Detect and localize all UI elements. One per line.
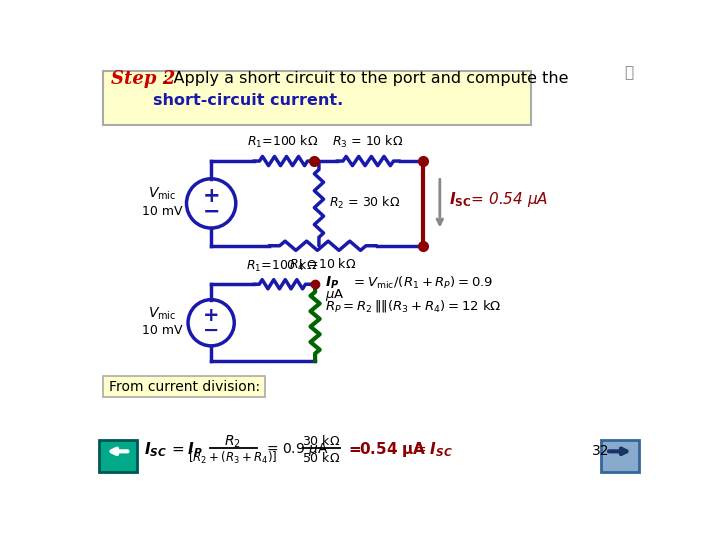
- Text: 🔈: 🔈: [625, 65, 634, 80]
- Text: $R_1$=100 k$\Omega$: $R_1$=100 k$\Omega$: [246, 258, 318, 274]
- Text: −: −: [202, 201, 220, 221]
- Text: = 0.9 $\mu$A: = 0.9 $\mu$A: [266, 441, 328, 458]
- Text: $R_2$ = 30 k$\Omega$: $R_2$ = 30 k$\Omega$: [329, 195, 400, 212]
- Text: $\bfit{I}$$_{\mathbf{SC}}$= 0.54 $\mu$A: $\bfit{I}$$_{\mathbf{SC}}$= 0.54 $\mu$A: [449, 190, 549, 209]
- FancyBboxPatch shape: [104, 376, 265, 397]
- Text: 10 mV: 10 mV: [143, 205, 183, 218]
- Text: −: −: [203, 321, 220, 340]
- Text: Step 2: Step 2: [111, 70, 175, 87]
- Text: +: +: [202, 186, 220, 206]
- Text: $\mathbf{0.54\ \mu A}$: $\mathbf{0.54\ \mu A}$: [359, 440, 426, 460]
- FancyBboxPatch shape: [600, 440, 639, 472]
- Text: $R_4$ =10 k$\Omega$: $R_4$ =10 k$\Omega$: [289, 256, 356, 273]
- Text: $R_1$=100 k$\Omega$: $R_1$=100 k$\Omega$: [247, 134, 318, 150]
- Text: $= \bfit{I}_P$: $= \bfit{I}_P$: [168, 441, 203, 459]
- Text: $R_2$: $R_2$: [225, 433, 241, 449]
- Text: $\mu$A: $\mu$A: [325, 287, 345, 303]
- FancyBboxPatch shape: [104, 71, 531, 125]
- Text: $= \bfit{I}_{SC}$: $= \bfit{I}_{SC}$: [411, 441, 454, 459]
- Text: $V_{\rm mic}$: $V_{\rm mic}$: [148, 186, 177, 202]
- Text: =: =: [349, 442, 367, 457]
- Text: $R_3$ = 10 k$\Omega$: $R_3$ = 10 k$\Omega$: [332, 134, 403, 150]
- Text: $[R_2 + (R_3 + R_4)]$: $[R_2 + (R_3 + R_4)]$: [188, 449, 277, 465]
- Text: 32: 32: [593, 444, 610, 458]
- Text: $= V_{\rm mic}/(R_1 + R_P) = 0.9$: $= V_{\rm mic}/(R_1 + R_P) = 0.9$: [351, 275, 493, 291]
- Text: 30 k$\Omega$: 30 k$\Omega$: [302, 434, 341, 448]
- Text: 10 mV: 10 mV: [143, 324, 183, 337]
- Text: 50 k$\Omega$: 50 k$\Omega$: [302, 450, 341, 464]
- Text: short-circuit current.: short-circuit current.: [153, 93, 343, 107]
- Text: $\bfit{I}_P$: $\bfit{I}_P$: [325, 274, 339, 291]
- Text: $R_P = R_2\,\|\|(R_3 + R_4) = 12$ k$\Omega$: $R_P = R_2\,\|\|(R_3 + R_4) = 12$ k$\Ome…: [325, 298, 502, 314]
- Text: $V_{\rm mic}$: $V_{\rm mic}$: [148, 305, 177, 322]
- FancyBboxPatch shape: [99, 440, 138, 472]
- Text: $\bfit{I}_{SC}$: $\bfit{I}_{SC}$: [144, 441, 167, 459]
- Text: : Apply a short circuit to the port and compute the: : Apply a short circuit to the port and …: [163, 71, 569, 86]
- Text: +: +: [203, 306, 220, 325]
- Text: From current division:: From current division:: [109, 380, 260, 394]
